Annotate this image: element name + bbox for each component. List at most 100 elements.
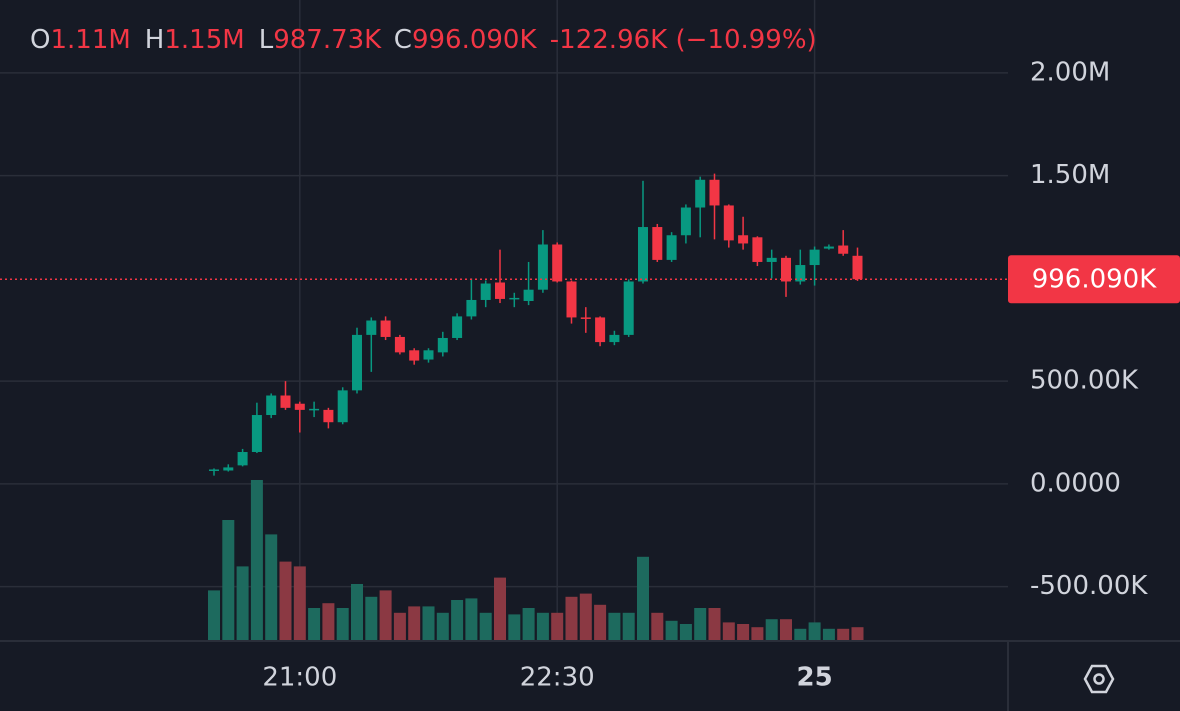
axes: 2.00M 1.50M 500.00K 0.0000 -500.00K 21:00 22:3… [0,57,1180,693]
legend-key: C [394,25,412,55]
candle-body [738,235,749,244]
candle-body [309,408,320,411]
volume-bar [536,612,549,640]
volume-bar [379,590,392,640]
candle-body [280,395,291,408]
volume-bar [236,566,249,640]
candle-body [552,244,563,282]
settings-button[interactable] [1083,664,1115,694]
volume-bar [222,520,235,640]
x-tick-label: 22:30 [520,663,595,693]
volume-bar [565,596,578,640]
candle-body [223,467,234,471]
candle-body [695,179,706,208]
legend-change: -122.96K (−10.99%) [550,25,817,55]
legend-key: H [145,25,165,55]
volume-bar [780,619,792,640]
legend-key: O [30,25,50,55]
volume-bar [279,561,292,640]
volume-bar [551,612,564,640]
candle-body [652,227,663,260]
volume-bar [451,600,464,640]
candle-body [409,350,420,361]
y-tick-label: 1.50M [1030,160,1110,190]
candle-body [509,297,520,300]
volume-bar [679,624,692,640]
volume-bar [594,604,607,640]
candle-body [809,249,820,266]
volume-bar [737,624,750,640]
candle-body [709,179,720,206]
x-tick-label: 21:00 [262,663,337,693]
volume-bar [479,612,492,640]
volume-bar [422,606,435,640]
volume-bar [365,596,378,640]
candle-body [580,317,591,319]
volume-bar [465,598,478,640]
candle-body [380,320,391,337]
candle-body [852,255,863,280]
y-tick-label: 2.00M [1030,57,1110,87]
volume-bar [322,603,335,640]
volume-bar [208,590,220,640]
candle-body [838,245,849,254]
candle-body [366,320,377,335]
volume-bar [694,608,707,640]
candle-body [723,205,734,241]
volume-bar [265,534,278,640]
volume-bar [722,622,735,640]
y-tick-label: -500.00K [1030,571,1148,601]
candle-body [566,281,577,318]
volume-layer [208,480,864,640]
candle-body [680,207,691,236]
candle-body [294,403,305,410]
volume-bar [622,612,635,640]
candle-body [781,257,791,282]
volume-bar [250,480,263,640]
volume-bar [765,619,778,640]
last-price-label: 996.090K [1032,265,1158,295]
candle-body [595,317,606,343]
volume-bar [579,593,592,640]
legend-key: L [259,25,274,55]
last-price-tag [1008,255,1180,304]
legend-value: 987.73K [273,25,382,55]
candle-body [452,316,463,338]
volume-bar [522,608,535,640]
candle-body [752,237,763,262]
candle-body [237,452,248,466]
candle-body [823,246,834,249]
settings-icon[interactable] [1083,664,1115,694]
volume-bar [408,606,421,640]
volume-bar [351,584,363,640]
candle-body [323,409,334,423]
candle-body [537,244,548,290]
volume-bar [837,628,850,640]
candle-body [394,336,405,353]
volume-bar [637,556,649,640]
candle-body [209,469,219,471]
volume-bar [494,577,506,640]
legend-value: 996.090K [412,25,538,55]
candle-body [437,337,448,353]
x-tick-label: 25 [797,663,833,693]
legend-value: 1.15M [164,25,244,55]
candle-body [609,334,620,343]
volume-bar [608,612,621,640]
volume-bar [708,608,721,640]
candle-body [795,265,806,282]
volume-bar [808,622,821,640]
settings-icon-center[interactable] [1093,673,1105,685]
candle-body [466,299,477,317]
legend: O1.11M H1.15M L987.73K C996.090K -122.96K (−… [30,25,817,55]
volume-bar [822,628,835,640]
volume-bar [508,614,521,640]
candle-body [766,257,777,262]
candle-body [251,415,262,453]
volume-bar [436,612,449,640]
candle-body [523,289,534,301]
candle-layer [209,173,863,476]
